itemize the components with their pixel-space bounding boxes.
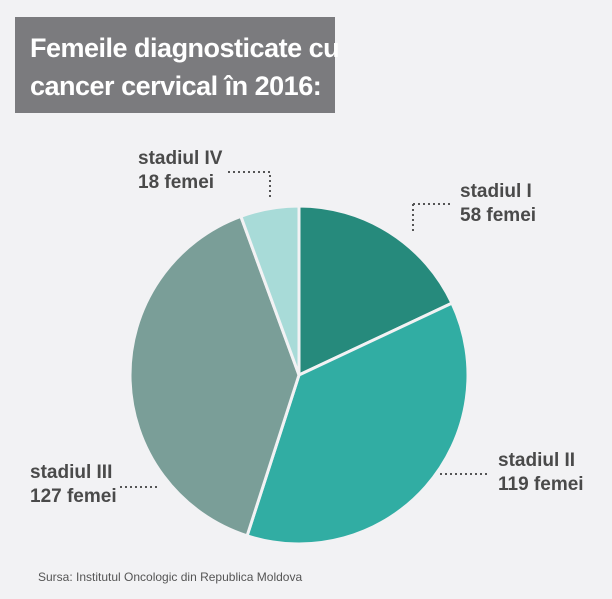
label-stadiul-1-value: 58 femei xyxy=(460,205,537,226)
label-stadiul-2-value: 119 femei xyxy=(498,474,584,495)
label-stadiul-3: stadiul III 127 femei xyxy=(30,461,117,509)
chart-title-line-2: cancer cervical în 2016: xyxy=(30,71,322,101)
label-stadiul-4-name: stadiul IV xyxy=(138,148,223,169)
pie-slices xyxy=(128,204,470,546)
label-stadiul-1-name: stadiul I xyxy=(460,181,532,202)
label-stadiul-2: stadiul II 119 femei xyxy=(498,449,584,497)
label-stadiul-2-name: stadiul II xyxy=(498,450,576,471)
pie-slice-stadiul-4 xyxy=(239,204,301,377)
chart-title-line-1: Femeile diagnosticate cu xyxy=(30,33,340,63)
pie-slice-stadiul-3 xyxy=(128,214,301,538)
label-stadiul-3-name: stadiul III xyxy=(30,462,113,483)
label-stadiul-1: stadiul I 58 femei xyxy=(460,180,536,228)
label-stadiul-4-value: 18 femei xyxy=(138,172,215,193)
title-box: Femeile diagnosticate cu cancer cervical… xyxy=(15,17,340,113)
label-stadiul-4: stadiul IV 18 femei xyxy=(138,147,222,195)
leader-stadiul-4 xyxy=(228,171,271,198)
leader-lines xyxy=(120,171,488,488)
pie-slice-stadiul-1 xyxy=(297,204,454,377)
label-stadiul-3-value: 127 femei xyxy=(30,486,117,507)
leader-stadiul-1 xyxy=(412,203,452,232)
source-note: Sursa: Institutul Oncologic din Republic… xyxy=(38,570,303,584)
pie-slice-stadiul-2 xyxy=(245,301,470,546)
